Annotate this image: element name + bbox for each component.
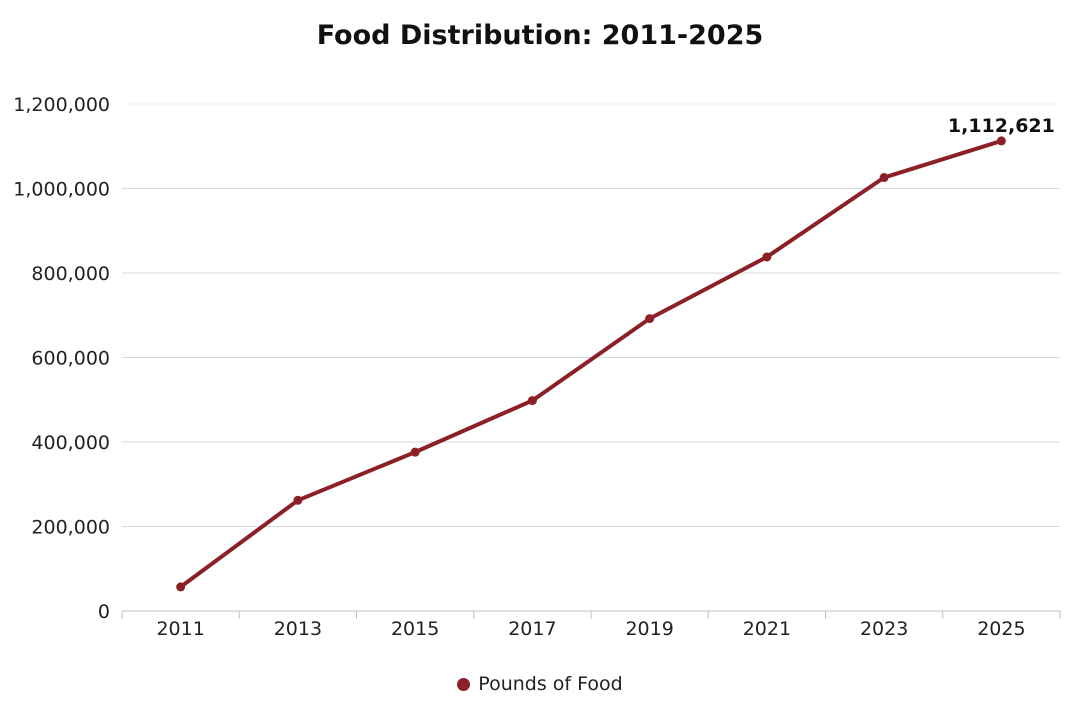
data-point [879, 173, 889, 183]
x-tick-label: 2021 [743, 618, 791, 640]
x-axis-ticks: 2011 2013 2015 2017 2019 2021 2023 2025 [121, 611, 1061, 640]
y-tick-label: 400,000 [31, 432, 110, 454]
data-point [293, 495, 303, 505]
y-tick-label: 0 [98, 601, 110, 623]
data-label: 1,112,621 [948, 115, 1055, 137]
legend-marker-icon [457, 677, 471, 691]
x-tick-label: 2015 [391, 618, 439, 640]
data-point [410, 447, 420, 457]
legend-label: Pounds of Food [478, 673, 623, 695]
data-point [645, 314, 655, 324]
series-pounds-of-food [176, 136, 1006, 592]
data-point [762, 252, 772, 262]
series-line [178, 138, 1004, 589]
x-tick-label: 2013 [274, 618, 322, 640]
data-point [527, 396, 537, 406]
chart-title: Food Distribution: 2011-2025 [316, 20, 764, 51]
x-tick-label: 2011 [156, 618, 204, 640]
y-axis-ticks: 0 200,000 400,000 600,000 800,000 1,000,000 1,… [13, 94, 110, 623]
legend: Pounds of Food [0, 673, 1080, 695]
y-tick-label: 1,000,000 [13, 179, 110, 201]
data-point [996, 136, 1006, 146]
y-tick-label: 800,000 [31, 263, 110, 285]
y-tick-label: 1,200,000 [13, 94, 110, 116]
x-tick-label: 2025 [977, 618, 1025, 640]
y-tick-label: 600,000 [31, 348, 110, 370]
data-labels: 1,112,621 [948, 115, 1055, 137]
x-tick-label: 2023 [860, 618, 908, 640]
x-tick-label: 2019 [625, 618, 673, 640]
x-tick-label: 2017 [508, 618, 556, 640]
y-tick-label: 200,000 [31, 517, 110, 539]
data-point [176, 582, 186, 592]
